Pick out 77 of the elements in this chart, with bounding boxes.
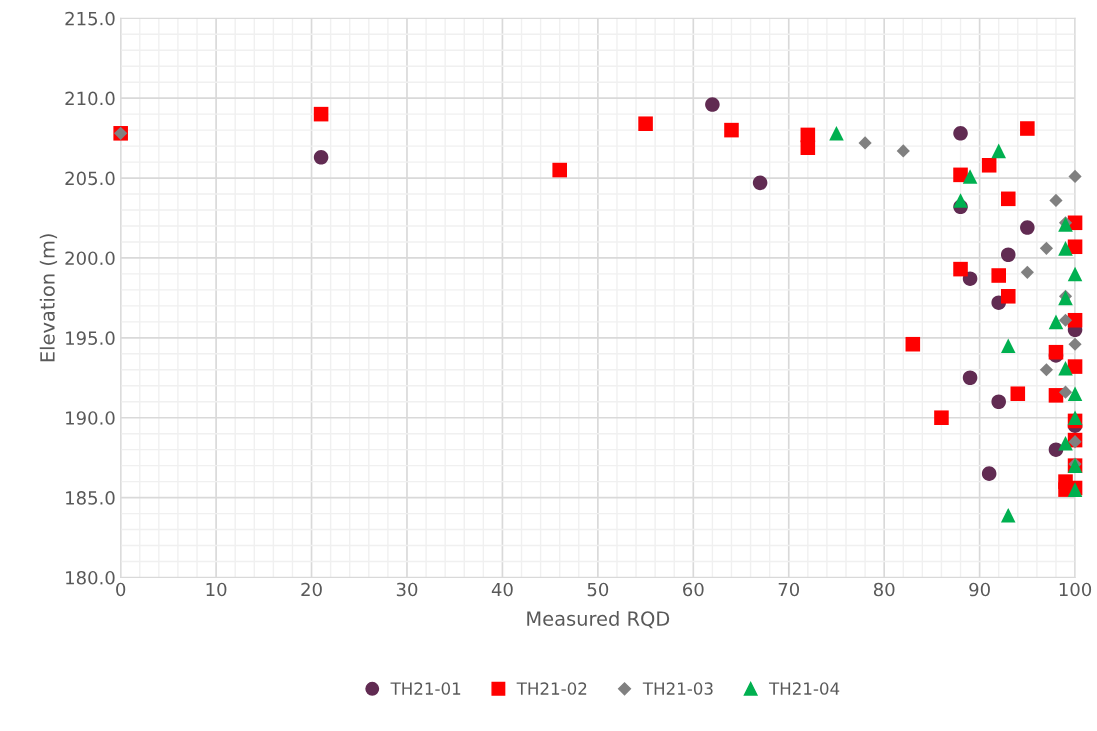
point [1020, 121, 1035, 136]
y-axis-title: Elevation (m) [39, 234, 58, 362]
legend-label: TH21-04 [768, 682, 840, 695]
point [1048, 388, 1064, 403]
point [1068, 169, 1082, 184]
y-tick-label: 205.0 [65, 171, 115, 186]
y-tick-label: 200.0 [65, 251, 115, 266]
point [313, 106, 329, 122]
y-tick-label: 185.0 [66, 491, 115, 505]
point [1068, 337, 1082, 351]
point [953, 261, 968, 277]
point [991, 268, 1006, 283]
x-tick-label: 20 [301, 582, 322, 597]
point [724, 122, 739, 138]
point [1067, 410, 1083, 425]
point [1049, 193, 1063, 208]
point [1000, 247, 1016, 263]
point [1000, 338, 1016, 354]
point [1020, 265, 1034, 279]
point [1067, 359, 1083, 374]
point [552, 162, 567, 178]
y-tick-label: 210.0 [65, 91, 115, 106]
point [1000, 191, 1016, 207]
point [991, 394, 1006, 410]
point [991, 143, 1006, 159]
point [953, 126, 968, 141]
point [905, 336, 921, 352]
point [1039, 241, 1054, 255]
point [1058, 385, 1073, 399]
x-tick-label: 10 [206, 582, 227, 597]
point [1058, 435, 1073, 451]
point [705, 97, 720, 112]
point [934, 410, 949, 425]
point [981, 157, 997, 173]
y-tick-label: 195.0 [66, 331, 115, 345]
point [1048, 314, 1064, 330]
point [638, 116, 653, 132]
point [1000, 289, 1016, 304]
point [1039, 363, 1054, 377]
point [313, 150, 329, 165]
x-tick-label: 100 [1059, 582, 1092, 597]
legend-label: TH21-01 [390, 682, 461, 695]
x-axis-title: Measured RQD [527, 610, 670, 629]
point [800, 140, 816, 155]
x-tick-label: 50 [587, 582, 609, 597]
point [1067, 239, 1083, 255]
x-tick-label: 30 [396, 582, 418, 597]
point [1058, 313, 1073, 327]
point [829, 126, 844, 141]
point [981, 466, 997, 481]
point [1067, 312, 1083, 328]
point [1048, 344, 1064, 360]
point [1020, 220, 1035, 235]
point [962, 169, 978, 184]
point [962, 370, 978, 386]
point [953, 193, 968, 208]
point [858, 136, 872, 150]
x-tick-label: 90 [969, 582, 990, 597]
point [1058, 241, 1073, 256]
x-tick-label: 80 [873, 582, 895, 597]
legend-label: TH21-03 [642, 682, 713, 695]
point [1067, 266, 1083, 282]
point [1010, 386, 1026, 402]
y-tick-label: 190.0 [66, 411, 115, 425]
point [752, 175, 768, 191]
x-tick-label: 70 [778, 582, 800, 597]
point [1058, 360, 1073, 376]
x-tick-label: 40 [491, 582, 513, 597]
legend-label: TH21-02 [516, 682, 587, 695]
x-tick-label: 60 [683, 582, 704, 597]
point [1000, 507, 1016, 523]
y-tick-label: 215.0 [65, 11, 115, 26]
x-tick-label: 0 [116, 582, 126, 597]
point [953, 167, 968, 183]
y-tick-label: 180.0 [66, 570, 115, 585]
point [1067, 386, 1083, 402]
point [896, 144, 910, 158]
